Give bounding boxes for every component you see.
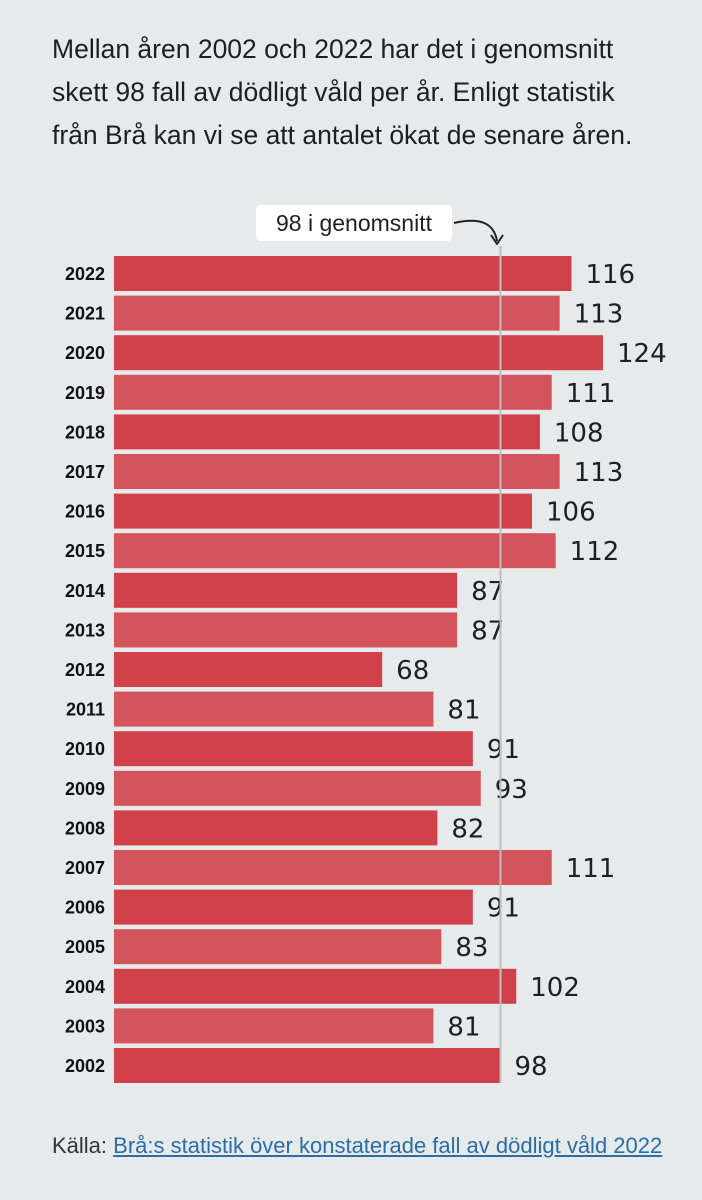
source-prefix: Källa: — [52, 1133, 114, 1158]
bar-2011 — [114, 691, 434, 727]
bar-2013 — [114, 612, 458, 648]
year-label-2008: 2008 — [65, 818, 105, 838]
bar-2016 — [114, 493, 533, 529]
year-label-2010: 2010 — [65, 739, 105, 759]
bar-2012 — [114, 652, 383, 687]
source-note: Källa: Brå:s statistik över konstaterade… — [52, 1130, 672, 1162]
year-label-2020: 2020 — [65, 343, 105, 363]
bars-group: 2022 116 2021 113 2020 124 2019 111 2018 108 2017 1… — [65, 256, 667, 1083]
year-label-2019: 2019 — [65, 383, 105, 403]
year-label-2007: 2007 — [65, 858, 105, 878]
bar-2007 — [114, 850, 552, 885]
bar-2021 — [114, 295, 560, 331]
year-label-2006: 2006 — [65, 898, 105, 918]
bar-2010 — [114, 731, 473, 767]
average-label: 98 i genomsnitt — [276, 210, 433, 236]
year-label-2015: 2015 — [65, 541, 105, 561]
value-label-2014: 87 — [471, 577, 504, 607]
year-label-2016: 2016 — [65, 502, 105, 522]
value-label-2012: 68 — [396, 656, 429, 686]
year-label-2022: 2022 — [65, 264, 105, 284]
year-label-2012: 2012 — [65, 660, 105, 680]
bar-2015 — [114, 533, 556, 569]
value-label-2004: 102 — [530, 973, 580, 1003]
bar-2002 — [114, 1048, 501, 1083]
bar-2020 — [114, 335, 603, 371]
bar-2009 — [114, 770, 481, 806]
value-label-2016: 106 — [546, 498, 596, 528]
average-arrow-icon — [453, 219, 498, 242]
chart-intro-text: Mellan åren 2002 och 2022 har det i geno… — [52, 34, 633, 150]
year-label-2003: 2003 — [65, 1016, 105, 1036]
year-label-2014: 2014 — [65, 581, 105, 601]
year-label-2021: 2021 — [65, 304, 105, 324]
bar-2017 — [114, 454, 560, 489]
value-label-2018: 108 — [554, 418, 604, 448]
bar-chart: 2022 116 2021 113 2020 124 2019 111 2018 108 2017 1… — [65, 205, 667, 1083]
average-label-box — [256, 205, 452, 241]
year-label-2005: 2005 — [65, 937, 105, 957]
year-label-2004: 2004 — [65, 977, 105, 997]
year-label-2011: 2011 — [66, 700, 105, 720]
bar-2019 — [114, 374, 552, 410]
year-label-2018: 2018 — [65, 422, 105, 442]
year-label-2017: 2017 — [65, 462, 105, 482]
source-link[interactable]: Brå:s statistik över konstaterade fall a… — [113, 1133, 663, 1158]
average-arrowhead-icon — [490, 234, 504, 245]
bar-2022 — [114, 256, 572, 291]
value-label-2010: 91 — [487, 735, 520, 765]
value-label-2015: 112 — [570, 537, 620, 567]
year-label-2009: 2009 — [65, 779, 105, 799]
bar-2006 — [114, 889, 473, 925]
bar-2004 — [114, 968, 517, 1004]
bar-2014 — [114, 572, 458, 608]
year-label-2013: 2013 — [65, 620, 105, 640]
value-label-2003: 81 — [447, 1012, 480, 1042]
bar-2008 — [114, 810, 438, 846]
value-label-2005: 83 — [455, 933, 488, 963]
value-label-2008: 82 — [451, 814, 484, 844]
average-overlay: 98 i genomsnitt — [256, 205, 504, 1083]
value-label-2019: 111 — [566, 379, 616, 409]
value-label-2017: 113 — [574, 458, 624, 488]
year-label-2002: 2002 — [65, 1056, 105, 1076]
value-label-2013: 87 — [471, 616, 504, 646]
bar-2005 — [114, 929, 442, 965]
value-label-2020: 124 — [617, 339, 667, 369]
bar-2018 — [114, 414, 540, 450]
value-label-2021: 113 — [574, 300, 624, 330]
value-label-2006: 91 — [487, 894, 520, 924]
value-label-2011: 81 — [447, 696, 480, 726]
value-label-2002: 98 — [514, 1052, 547, 1082]
value-label-2022: 116 — [585, 260, 635, 290]
bar-2003 — [114, 1008, 434, 1044]
value-label-2007: 111 — [566, 854, 616, 884]
